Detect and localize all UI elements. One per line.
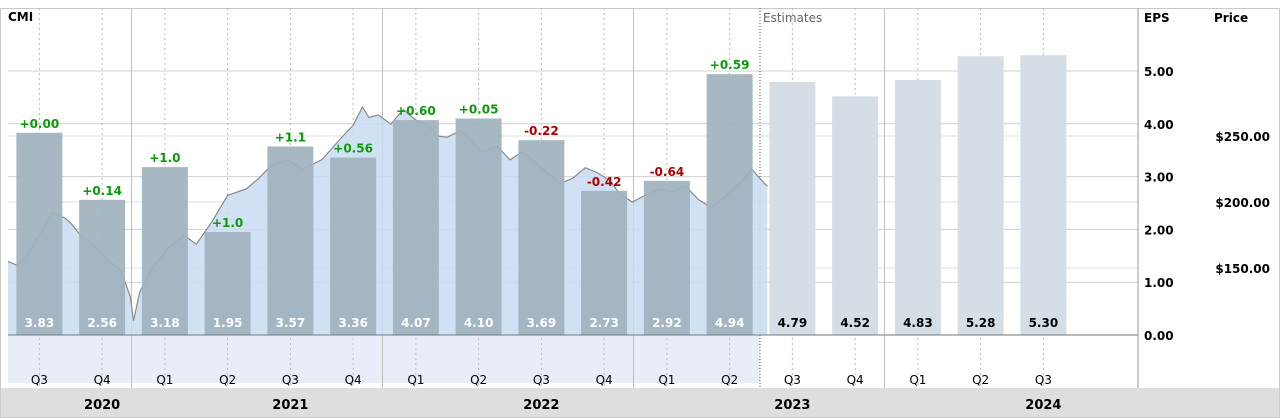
quarter-tick-label: Q2 (721, 373, 738, 387)
quarter-tick-label: Q3 (784, 373, 801, 387)
price-axis-header: Price (1214, 11, 1248, 25)
eps-surprise-label: -0.64 (650, 165, 685, 179)
eps-actual-bar (643, 180, 690, 335)
price-axis-tick: $250.00 (1215, 130, 1270, 144)
eps-estimate-label: 4.83 (903, 316, 933, 330)
quarter-tick-label: Q1 (156, 373, 173, 387)
eps-estimate-bar (957, 56, 1004, 335)
quarter-tick-label: Q2 (470, 373, 487, 387)
eps-estimate-label: 4.52 (840, 316, 870, 330)
eps-actual-label: 2.56 (87, 316, 117, 330)
ticker-label: CMI (8, 10, 33, 24)
quarter-tick-label: Q4 (847, 373, 864, 387)
eps-surprise-label: +0.56 (333, 142, 373, 156)
eps-axis-tick: 0.00 (1144, 329, 1174, 343)
quarter-tick-label: Q3 (1035, 373, 1052, 387)
eps-axis-tick: 4.00 (1144, 118, 1174, 132)
quarter-tick-label: Q4 (345, 373, 362, 387)
eps-axis-tick: 5.00 (1144, 65, 1174, 79)
eps-actual-bar (706, 74, 753, 335)
eps-estimate-bar (1020, 55, 1067, 335)
eps-actual-bar (330, 157, 377, 335)
year-footer-bg (0, 388, 1280, 418)
quarter-tick-label: Q2 (972, 373, 989, 387)
year-tick-label: 2024 (1025, 398, 1061, 413)
estimates-label: Estimates (763, 11, 822, 25)
eps-surprise-label: +0.14 (82, 184, 122, 198)
quarter-tick-label: Q3 (31, 373, 48, 387)
eps-surprise-label: +0.59 (710, 58, 750, 72)
eps-actual-label: 3.83 (25, 316, 55, 330)
eps-actual-bar (581, 190, 628, 335)
eps-actual-bar (267, 146, 314, 335)
below-zero-bg (8, 335, 760, 383)
eps-actual-label: 1.95 (213, 316, 243, 330)
quarter-tick-label: Q1 (407, 373, 424, 387)
eps-surprise-label: -0.22 (524, 124, 559, 138)
eps-actual-label: 3.69 (527, 316, 557, 330)
eps-actual-bar (141, 167, 188, 335)
quarter-tick-label: Q1 (658, 373, 675, 387)
eps-estimate-label: 4.79 (778, 316, 808, 330)
price-axis-tick: $200.00 (1215, 196, 1270, 210)
eps-actual-bar (455, 118, 502, 336)
eps-surprise-label: +1.0 (212, 216, 243, 230)
eps-actual-bar (79, 199, 126, 335)
eps-estimate-label: 5.30 (1029, 316, 1059, 330)
quarter-tick-label: Q4 (596, 373, 613, 387)
eps-actual-label: 4.07 (401, 316, 431, 330)
eps-estimate-label: 5.28 (966, 316, 996, 330)
eps-actual-bar (518, 140, 565, 335)
quarter-tick-label: Q4 (94, 373, 111, 387)
eps-estimate-bar (832, 96, 879, 336)
eps-surprise-label: -0.42 (587, 175, 622, 189)
price-area (8, 107, 768, 335)
eps-surprise-label: +0.00 (20, 117, 60, 131)
eps-actual-bar (392, 120, 439, 335)
year-tick-label: 2021 (272, 398, 308, 413)
quarter-tick-label: Q3 (533, 373, 550, 387)
year-tick-label: 2023 (774, 398, 810, 413)
quarter-tick-label: Q2 (219, 373, 236, 387)
eps-axis-tick: 1.00 (1144, 276, 1174, 290)
quarter-tick-label: Q1 (909, 373, 926, 387)
eps-surprise-label: +1.1 (275, 131, 306, 145)
eps-actual-bar (204, 232, 251, 335)
eps-actual-label: 4.94 (715, 316, 745, 330)
eps-actual-bar (16, 132, 63, 335)
eps-actual-label: 4.10 (464, 316, 494, 330)
eps-actual-label: 2.92 (652, 316, 682, 330)
eps-estimate-bar (769, 82, 816, 335)
year-tick-label: 2020 (84, 398, 120, 413)
eps-axis-header: EPS (1144, 11, 1170, 25)
year-tick-label: 2022 (523, 398, 559, 413)
price-axis-tick: $150.00 (1215, 262, 1270, 276)
eps-actual-label: 3.57 (276, 316, 306, 330)
eps-actual-label: 3.18 (150, 316, 180, 330)
eps-axis-tick: 2.00 (1144, 223, 1174, 237)
eps-actual-label: 3.36 (338, 316, 368, 330)
quarter-tick-label: Q3 (282, 373, 299, 387)
eps-axis-tick: 3.00 (1144, 171, 1174, 185)
eps-actual-label: 2.73 (589, 316, 619, 330)
eps-estimate-bar (894, 79, 941, 335)
eps-surprise-label: +1.0 (149, 151, 180, 165)
eps-surprise-label: +0.60 (396, 104, 436, 118)
eps-surprise-label: +0.05 (459, 103, 499, 117)
